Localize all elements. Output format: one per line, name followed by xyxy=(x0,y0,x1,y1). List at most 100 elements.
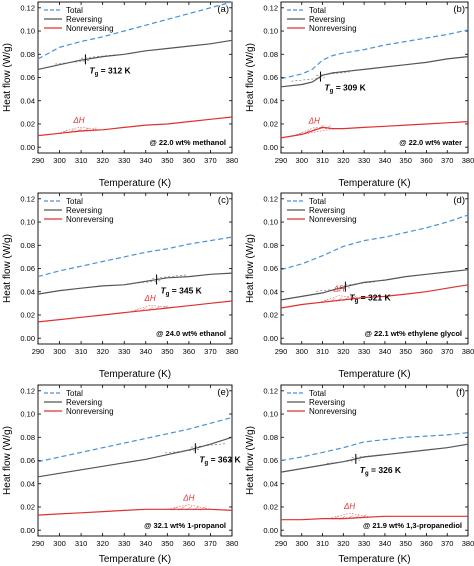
x-tick-label: 380 xyxy=(226,156,239,165)
delta-h-label: ΔH xyxy=(144,294,156,303)
panel-letter: (a) xyxy=(217,4,229,15)
tg-label: Tg = 363 K xyxy=(199,454,241,466)
legend-label: Reversing xyxy=(309,398,345,407)
x-tick-label: 330 xyxy=(118,539,131,548)
x-tick-label: 330 xyxy=(358,347,371,356)
delta-h-hatch xyxy=(353,514,360,520)
series-line-nonreversing xyxy=(280,284,469,309)
series-line-nonreversing xyxy=(281,515,468,521)
legend-label: Nonreversing xyxy=(309,24,357,33)
series-line-total xyxy=(37,236,233,278)
tg-guide-line xyxy=(316,287,350,292)
series-line-reversing xyxy=(280,56,469,88)
delta-h-hatch xyxy=(171,506,178,511)
x-tick-label: 350 xyxy=(399,539,412,548)
legend-label: Total xyxy=(309,6,326,15)
y-axis-title: Heat flow (W/g) xyxy=(245,426,256,495)
delta-h-hatch xyxy=(68,128,75,134)
x-tick-label: 300 xyxy=(296,156,309,165)
x-tick-label: 380 xyxy=(462,347,474,356)
y-tick-label: 0.02 xyxy=(263,120,278,129)
y-tick-label: 0.00 xyxy=(263,143,278,152)
tg-guide-line xyxy=(126,280,161,285)
y-tick-label: 0.10 xyxy=(20,410,35,419)
condition-label: @ 32.1 wt% 1-propanol xyxy=(144,521,226,530)
x-tick-label: 380 xyxy=(226,347,239,356)
y-tick-label: 0.04 xyxy=(20,96,35,105)
series-line-total xyxy=(280,29,469,80)
y-tick-label: 0.08 xyxy=(263,433,278,442)
panel-letter: (d) xyxy=(453,195,465,206)
x-tick-label: 370 xyxy=(441,539,454,548)
x-tick-label: 330 xyxy=(118,347,131,356)
chart-panel: 290 300 310 320 330 340 350 360 370 380 0.00 0.02 0.… xyxy=(245,1,474,189)
y-tick-label: 0.02 xyxy=(20,120,35,129)
tg-guide-line xyxy=(351,453,385,459)
chart-panel: 290 300 310 320 330 340 350 360 370 380 0.00 0.02 0.… xyxy=(2,384,241,565)
delta-h-region xyxy=(293,127,336,137)
legend-label: Nonreversing xyxy=(66,24,114,33)
y-axis-title: Heat flow (W/g) xyxy=(245,234,256,303)
tg-guide-line xyxy=(291,77,325,82)
delta-h-region xyxy=(128,304,172,313)
x-tick-label: 300 xyxy=(53,539,66,548)
y-tick-label: 0.04 xyxy=(263,96,278,105)
delta-h-hatch xyxy=(146,306,154,312)
condition-label: @ 22.1 wt% ethylene glycol xyxy=(365,329,462,338)
x-tick-label: 320 xyxy=(337,347,350,356)
delta-h-hatch xyxy=(178,506,185,511)
delta-h-region xyxy=(318,295,360,303)
series-line-nonreversing xyxy=(37,116,233,137)
x-tick-label: 290 xyxy=(275,347,288,356)
x-tick-label: 370 xyxy=(204,156,217,165)
y-tick-label: 0.04 xyxy=(263,287,278,296)
x-tick-label: 290 xyxy=(275,156,288,165)
legend-label: Nonreversing xyxy=(309,407,357,416)
y-tick-label: 0.06 xyxy=(263,73,278,82)
x-tick-label: 380 xyxy=(462,539,474,548)
tg-guide-line xyxy=(81,54,116,59)
tg-label: Tg = 312 K xyxy=(89,65,131,77)
delta-h-label: ΔH xyxy=(333,285,345,294)
condition-label: @ 21.9 wt% 1,3-propanediol xyxy=(363,521,462,530)
series-line-total xyxy=(37,1,233,60)
panel-letter: (c) xyxy=(218,195,229,206)
series-line-total xyxy=(37,416,233,463)
delta-h-hatch xyxy=(192,506,200,511)
tg-guide-line xyxy=(165,449,200,454)
y-tick-label: 0.12 xyxy=(20,194,35,203)
y-tick-label: 0.12 xyxy=(263,386,278,395)
delta-h-hatch xyxy=(90,127,97,132)
delta-h-hatch xyxy=(132,308,139,313)
y-tick-label: 0.06 xyxy=(263,456,278,465)
y-tick-label: 0.06 xyxy=(20,456,35,465)
x-tick-label: 310 xyxy=(316,347,329,356)
condition-label: @ 24.0 wt% ethanol xyxy=(156,329,226,338)
x-tick-label: 370 xyxy=(204,347,217,356)
legend-label: Nonreversing xyxy=(309,215,357,224)
x-tick-label: 360 xyxy=(183,347,196,356)
x-axis-title: Temperature (K) xyxy=(99,178,171,189)
legend-label: Nonreversing xyxy=(66,215,114,224)
x-tick-label: 310 xyxy=(316,539,329,548)
y-tick-label: 0.10 xyxy=(20,27,35,36)
y-tick-label: 0.08 xyxy=(20,50,35,59)
legend-label: Reversing xyxy=(309,206,345,215)
x-tick-label: 300 xyxy=(53,156,66,165)
delta-h-region xyxy=(328,512,371,519)
x-tick-label: 370 xyxy=(441,156,454,165)
y-tick-label: 0.10 xyxy=(263,410,278,419)
panel-letter: (b) xyxy=(453,4,465,15)
x-tick-label: 310 xyxy=(75,539,88,548)
x-tick-label: 360 xyxy=(183,539,196,548)
tg-label: Tg = 309 K xyxy=(324,83,366,95)
legend-label: Reversing xyxy=(66,206,102,215)
series-line-nonreversing xyxy=(280,121,469,139)
x-tick-label: 340 xyxy=(140,156,153,165)
delta-h-hatch xyxy=(304,129,311,134)
y-axis-title: Heat flow (W/g) xyxy=(245,43,256,112)
delta-h-hatch xyxy=(75,128,83,133)
x-tick-label: 380 xyxy=(462,156,474,165)
chart-panel: 290 300 310 320 330 340 350 360 370 380 0.00 0.02 0.… xyxy=(245,192,474,380)
